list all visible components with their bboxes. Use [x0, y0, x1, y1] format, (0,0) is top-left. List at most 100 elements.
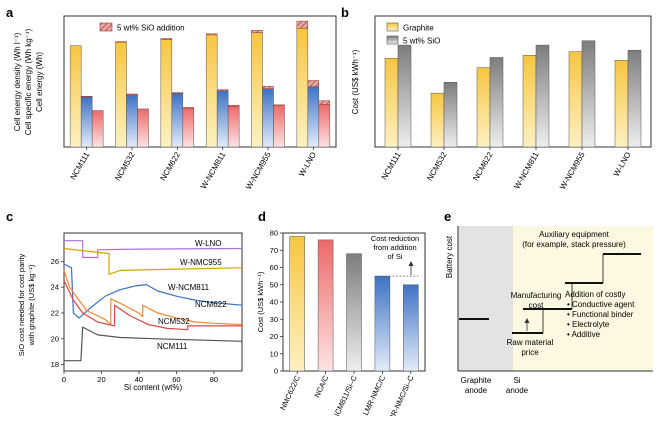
- chart-c-xtick-label: 40: [135, 375, 143, 384]
- chart-c-line: [63, 270, 243, 326]
- si-region: [513, 226, 653, 371]
- panel-letter-e: e: [444, 209, 451, 224]
- chart-a-addition: [318, 100, 331, 105]
- chart-d-annotation-1: Cost reduction: [371, 234, 419, 243]
- chart-a-bar: [205, 34, 218, 148]
- chart-d-ytick-label: 20: [270, 332, 278, 341]
- chart-a-legend-label: 5 wt% SiO addition: [117, 24, 185, 33]
- panel-letter-b: b: [341, 5, 349, 20]
- chart-b-xtick-label: W-LNO: [612, 151, 633, 178]
- chart-a-addition: [80, 95, 93, 98]
- chart-b-xtick-label: W-NCM955: [558, 150, 587, 191]
- chart-c-label-ncm622: NCM622: [195, 300, 227, 309]
- chart-d: NMC622/C NCA/C NCM811/Si–C LMR-NMC/CLMR-NMC…: [256, 229, 426, 421]
- chart-a-bar: [182, 107, 195, 148]
- chart-b-bar: [627, 49, 642, 148]
- chart-a-bar: [80, 96, 93, 148]
- chart-b-legend-graphite: Graphite: [403, 24, 434, 33]
- chart-a: NCM111 NCM532 NCM622 W-NCM811 W-NCM955 W-LNO …: [13, 15, 337, 191]
- chart-d-ytick-label: 10: [270, 349, 278, 358]
- chart-a-xtick-label: W-NCM955: [244, 150, 273, 191]
- manufacturing-arrowhead: [524, 318, 530, 323]
- chart-d-ylabel: Cost (US$ kWh⁻¹): [256, 271, 265, 332]
- chart-b-bar: [568, 51, 583, 148]
- chart-b-bar: [430, 92, 445, 148]
- chart-b-ylabel: Cost (US$ kWh⁻¹): [351, 49, 360, 114]
- xlabel-si-1: Si: [513, 376, 520, 385]
- chart-c-label-ncm111: NCM111: [157, 342, 188, 351]
- chart-d-annotation-2: from addition: [373, 243, 416, 252]
- chart-a-bar: [91, 110, 104, 148]
- chart-a-addition: [171, 92, 184, 94]
- chart-c-line: [64, 326, 243, 362]
- raw-material-label-2: price: [521, 348, 539, 357]
- chart-a-legend-swatch: [99, 22, 113, 32]
- chart-a-addition: [296, 20, 309, 29]
- costly-title: Addition of costly: [565, 290, 625, 299]
- xlabel-si-2: anode: [506, 386, 529, 395]
- chart-a-ylabel-1: Cell energy density (Wh l⁻¹): [13, 32, 22, 131]
- chart-d-bar: [346, 253, 362, 372]
- chart-d-ytick-label: 80: [270, 229, 278, 238]
- panel-letter-d: d: [258, 209, 266, 224]
- chart-d-ytick-label: 50: [270, 280, 278, 289]
- chart-c-line: [63, 247, 243, 275]
- chart-d-ytick-label: 0: [274, 367, 278, 376]
- chart-d-bar: [317, 239, 334, 372]
- chart-d-xtick-label: NCA/C: [312, 374, 330, 399]
- chart-c-line: [63, 280, 242, 331]
- chart-b-legend-sio: 5 wt% SiO: [403, 37, 440, 46]
- chart-a-bar: [69, 45, 82, 148]
- chart-a-addition: [115, 41, 127, 43]
- chart-a-addition: [227, 104, 240, 107]
- chart-a-bar: [318, 104, 331, 148]
- chart-a-xtick-label: NCM622: [158, 150, 182, 182]
- chart-b-xtick-label: NCM622: [471, 150, 495, 182]
- chart-d-bar: [403, 284, 419, 372]
- chart-c-label-wncm811: W-NCM811: [168, 283, 210, 292]
- chart-c-ytick-label: 26: [51, 257, 59, 266]
- chart-d-ytick-label: 60: [270, 263, 278, 272]
- chart-c-xlabel: Si content (wt%): [124, 383, 183, 392]
- chart-d-annotation-3: of Si: [387, 252, 402, 261]
- chart-a-bar: [160, 39, 173, 148]
- chart-b-bar: [522, 55, 537, 148]
- manufacturing-label-1: Manufacturing: [511, 291, 562, 300]
- chart-c-xtick-label: 80: [210, 375, 218, 384]
- chart-d-xtick-label: LMR-NMC/C: [361, 374, 388, 416]
- costly-item-1: • Conductive agent: [567, 300, 635, 309]
- chart-b-xtick-label: W-NCM811: [512, 150, 541, 191]
- chart-a-addition: [182, 107, 195, 109]
- chart-d-bar: [374, 275, 391, 372]
- chart-a-addition: [251, 30, 263, 34]
- chart-a-bar: [115, 41, 127, 148]
- chart-a-addition: [126, 93, 138, 96]
- chart-a-xtick-label: NCM532: [113, 150, 137, 182]
- chart-d-bar: [289, 236, 305, 372]
- chart-a-xtick-label: W-LNO: [297, 151, 318, 178]
- auxiliary-title: Auxiliary equipment: [539, 230, 610, 239]
- chart-b-bar: [443, 81, 458, 148]
- chart-c-frame: [63, 232, 243, 372]
- chart-a-frame: [63, 15, 337, 148]
- chart-a-bar: [137, 108, 149, 148]
- chart-b: NCM111 NCM532 NCM622 W-NCM811 W-NCM955 W-LNO …: [351, 15, 652, 191]
- chart-b-legend-swatch-graphite: [386, 22, 399, 32]
- chart-c-xtick-label: 20: [97, 375, 105, 384]
- chart-c-label-ncm532: NCM532: [158, 317, 190, 326]
- chart-d-xtick-label: NCM811/Si–C: [331, 374, 359, 416]
- chart-a-bar: [296, 28, 309, 148]
- auxiliary-detail: (for example, stack pressure): [522, 240, 626, 249]
- chart-b-xtick-label: NCM111: [380, 150, 403, 181]
- schematic-e: Battery cost Auxiliary equipment (for ex…: [445, 226, 653, 395]
- chart-a-ylabel-2: Cell specific energy (Wh kg⁻¹): [24, 28, 33, 135]
- chart-c-xtick-label: 0: [62, 375, 66, 384]
- costly-item-3: • Electrolyte: [567, 320, 610, 329]
- chart-c-line: [64, 240, 243, 259]
- graphite-region: [458, 226, 513, 371]
- chart-a-addition: [205, 33, 218, 36]
- chart-a-addition: [262, 85, 274, 89]
- chart-a-addition: [216, 89, 229, 91]
- chart-a-bar: [126, 94, 138, 148]
- chart-a-addition: [273, 104, 285, 106]
